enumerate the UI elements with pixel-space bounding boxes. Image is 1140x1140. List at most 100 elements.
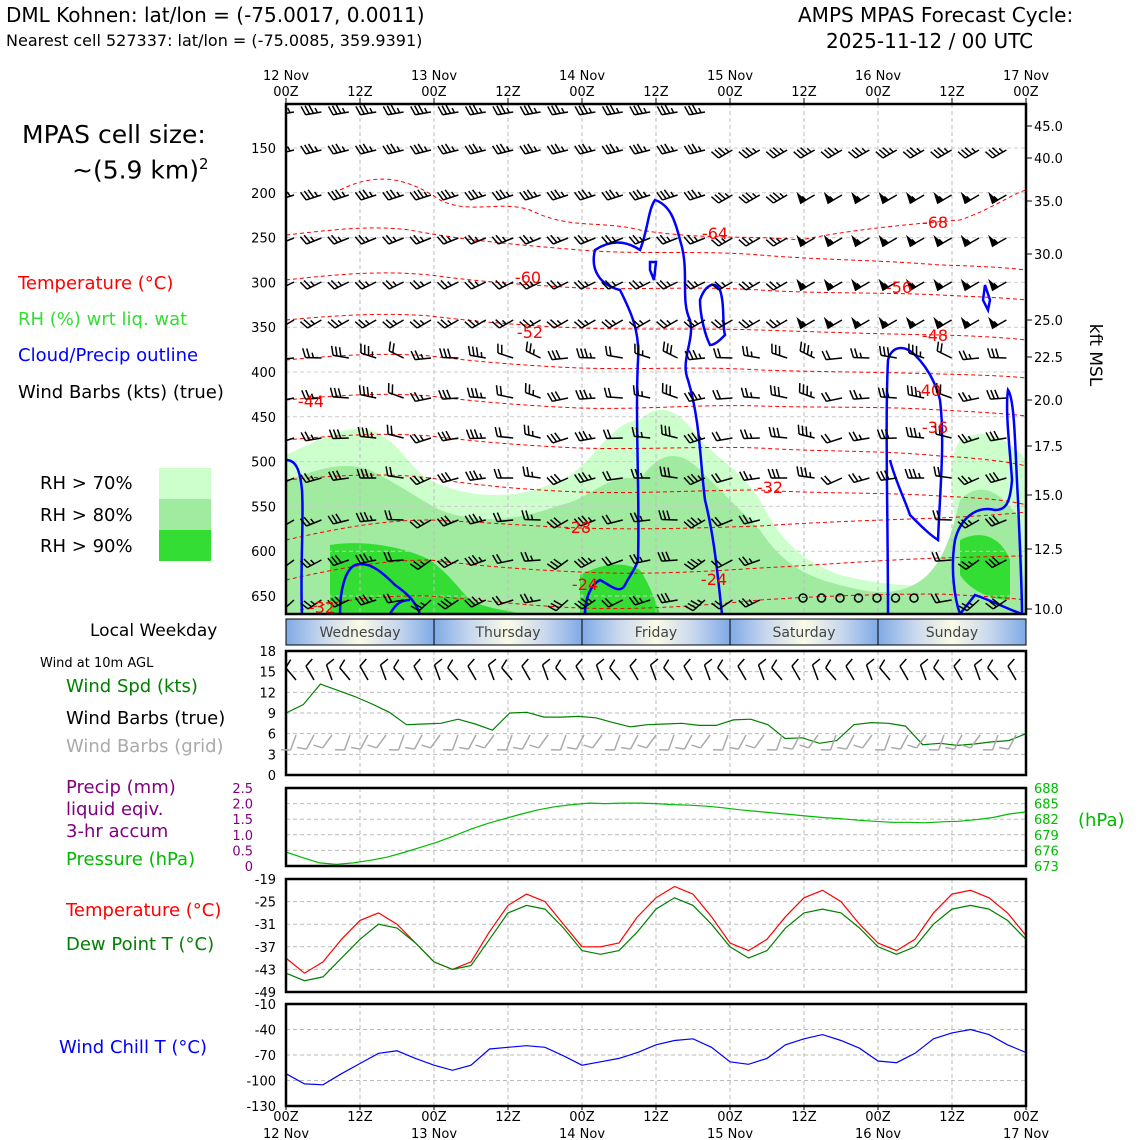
wind-barb (656, 592, 678, 604)
barb-full (687, 279, 695, 288)
barb-half (310, 319, 315, 325)
wind-barb (382, 143, 404, 155)
barb-full (331, 514, 338, 524)
wind-barb (495, 385, 514, 399)
barb-half (639, 597, 644, 603)
barb-full (581, 143, 589, 153)
barb-staff (469, 111, 486, 116)
barb-staff (537, 734, 549, 749)
wind-barb (464, 189, 487, 201)
barb-full (684, 350, 690, 360)
barb-full (523, 593, 530, 603)
barb-full (659, 234, 668, 243)
wind-barb-grid (297, 734, 315, 750)
barb-half (314, 107, 319, 114)
barb-half (911, 238, 917, 244)
barb-full (546, 521, 555, 529)
barb-full (650, 658, 659, 666)
barb-full (962, 350, 968, 360)
barb-staff (433, 664, 441, 681)
wind-barb (601, 597, 624, 608)
barb-full (742, 514, 749, 524)
height-axis: 45.040.035.030.025.022.520.017.515.012.5… (1026, 120, 1105, 618)
barb-full (604, 234, 613, 243)
barb-full (820, 151, 829, 159)
barb-full (436, 560, 445, 569)
barb-full (820, 477, 828, 486)
wind-barb-true (757, 658, 767, 681)
barb-full (577, 319, 586, 327)
barb-staff (471, 319, 487, 329)
wind-barb (519, 279, 541, 290)
barb-full (389, 749, 399, 751)
barb-full (601, 106, 608, 116)
top-hour-label: 00Z (1013, 85, 1039, 100)
barb-full (601, 557, 609, 566)
wind-barb (905, 316, 925, 330)
barb-full (278, 350, 282, 359)
barb-half (533, 146, 538, 152)
barb-staff (554, 559, 569, 571)
barb-full (601, 236, 609, 245)
wind-barb (388, 341, 404, 359)
barb-full (464, 145, 471, 155)
barb-full (985, 432, 992, 442)
barb-full (985, 602, 994, 610)
barb-full (443, 556, 452, 565)
barb-half (584, 319, 589, 325)
barb-staff (521, 665, 531, 681)
barb-full (848, 432, 855, 442)
barb-half (917, 472, 921, 479)
barb-full (637, 344, 640, 355)
barb-half (501, 236, 507, 242)
barb-staff (413, 734, 423, 750)
barb-full (714, 558, 723, 567)
barb-half (337, 281, 343, 287)
barb-full (446, 389, 452, 399)
barb-full (741, 281, 750, 289)
barb-full (550, 144, 557, 154)
wind-barb-true (393, 659, 405, 681)
wind-barb-true (379, 658, 389, 681)
wind-barb (628, 595, 651, 606)
barb-full (608, 346, 612, 357)
barb-full (934, 424, 937, 435)
barb-full (473, 429, 479, 439)
barb-full (547, 106, 553, 116)
wind-barb (546, 279, 569, 290)
barb-full (714, 281, 723, 289)
barb-full (447, 348, 452, 358)
rh-legend-70: RH > 70% (40, 473, 133, 494)
barb-full (468, 105, 475, 115)
barb-full (390, 104, 397, 114)
wind-barb-true (339, 659, 351, 681)
wind-barb (656, 234, 678, 245)
barb-full (302, 348, 307, 358)
barb-full (741, 149, 750, 157)
barb-full (492, 106, 499, 116)
calm-circle (909, 593, 919, 603)
barb-full (783, 746, 793, 750)
barb-full (277, 601, 285, 610)
rh-swatch-90 (159, 530, 211, 561)
barb-full (581, 471, 589, 481)
barb-half (451, 191, 456, 197)
barb-full (464, 557, 472, 566)
barb-full (334, 554, 342, 564)
barb-full (691, 432, 698, 441)
barb-staff (606, 437, 623, 440)
wind-barb-grid (335, 734, 351, 751)
barb-half (666, 281, 671, 287)
barb-half (369, 107, 373, 114)
barb-staff (469, 437, 486, 440)
barb-full (824, 475, 832, 484)
precip-tick-label: 1.0 (232, 829, 253, 844)
wind-barb-grid (351, 734, 369, 750)
wind-barb-grid (999, 734, 1017, 750)
wind-barb (738, 514, 760, 525)
bottom-hour-label: 00Z (273, 1110, 299, 1125)
wind-barb-grid (443, 734, 459, 751)
barb-full (385, 466, 389, 476)
wind-barb (957, 559, 980, 571)
